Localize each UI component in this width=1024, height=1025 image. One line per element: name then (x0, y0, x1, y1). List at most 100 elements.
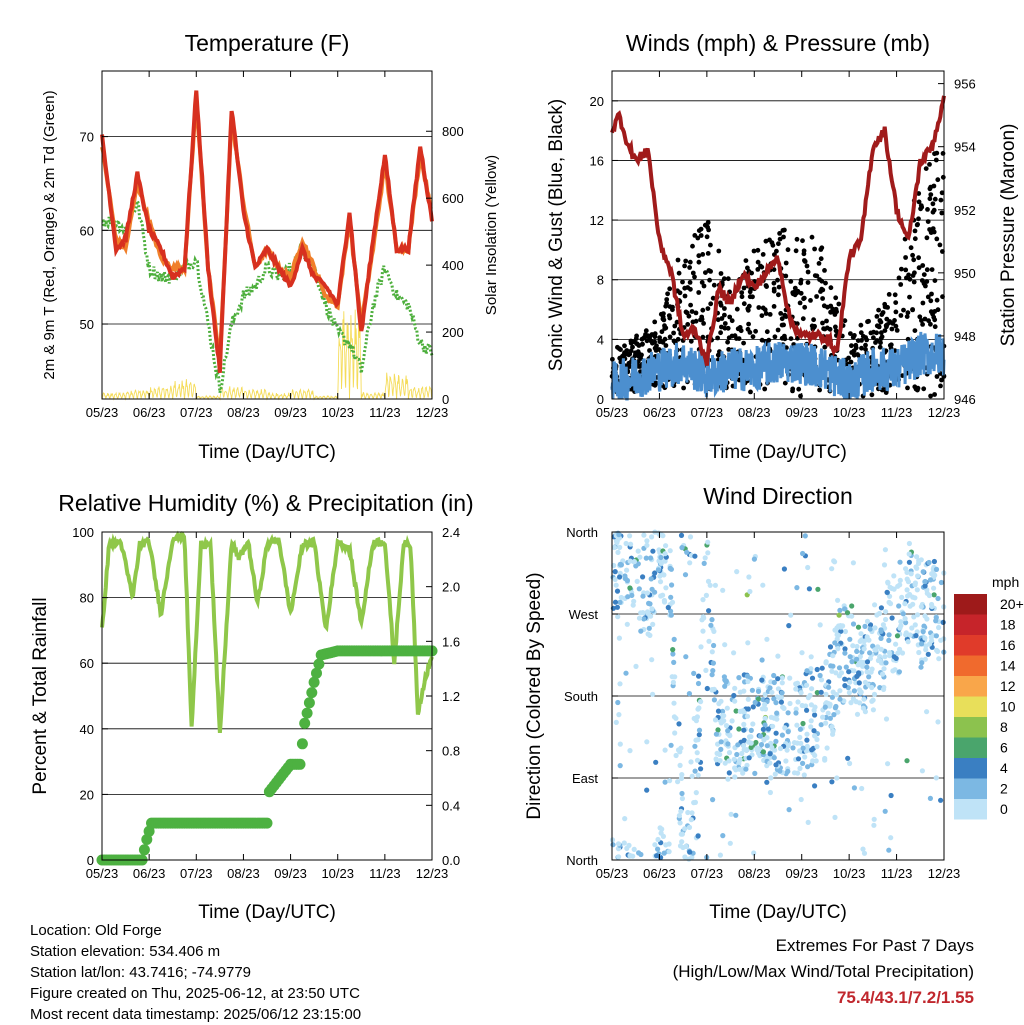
direction-point (805, 564, 811, 571)
gust-point (932, 392, 937, 397)
direction-point (655, 846, 661, 852)
gust-point (797, 300, 803, 306)
gust-point (696, 290, 702, 295)
gust-point (617, 355, 623, 361)
gust-point (675, 336, 681, 342)
direction-point (886, 847, 892, 853)
gust-point (926, 318, 931, 324)
direction-point (612, 599, 619, 605)
humidity-frame (101, 531, 433, 861)
gust-point (928, 298, 934, 304)
direction-point (808, 724, 814, 730)
direction-point (804, 707, 810, 713)
direction-point (834, 775, 840, 781)
direction-point (791, 740, 798, 746)
direction-point (728, 811, 734, 817)
gust-point (672, 323, 678, 329)
direction-point (831, 712, 837, 718)
gust-point (710, 295, 716, 301)
direction-point (869, 698, 875, 704)
gust-point (767, 312, 773, 317)
gust-point (907, 294, 912, 300)
gust-point (804, 263, 810, 269)
humidity-line (100, 530, 434, 734)
legend-label: 18 (1000, 617, 1016, 633)
direction-point (857, 638, 863, 645)
direction-point (823, 659, 829, 665)
direction-point (926, 592, 933, 599)
x-tick-label: 06/23 (133, 866, 166, 881)
gust-point (905, 336, 911, 342)
direction-point (767, 789, 774, 796)
direction-point (655, 836, 661, 843)
direction-point (904, 587, 910, 593)
direction-point (691, 670, 697, 677)
gust-point (863, 346, 868, 352)
direction-point (881, 562, 888, 568)
direction-point (784, 747, 790, 753)
direction-point (775, 686, 782, 692)
direction-point (679, 839, 685, 845)
direction-point (832, 559, 838, 565)
direction-point (864, 669, 870, 675)
direction-point (679, 545, 685, 551)
direction-point (715, 708, 722, 714)
direction-point (898, 619, 904, 625)
direction-point (731, 756, 737, 762)
direction-point (786, 623, 792, 629)
direction-point (731, 692, 737, 699)
gust-point (632, 353, 638, 359)
gust-point (696, 253, 702, 259)
x-tick-label: 05/23 (86, 866, 119, 881)
direction-point (670, 647, 676, 653)
direction-point (764, 735, 770, 741)
gust-point (911, 279, 917, 285)
direction-point (698, 644, 704, 650)
direction-point (615, 699, 621, 706)
gust-point (884, 316, 890, 322)
gust-point (800, 316, 806, 322)
direction-point (773, 762, 779, 768)
direction-point (723, 723, 730, 729)
latlon-text: Station lat/lon: 43.7416; -74.9779 (30, 964, 252, 981)
humidity-panel: Relative Humidity (%) & Precipitation (i… (30, 490, 474, 923)
direction-point (906, 540, 913, 547)
gust-point (693, 310, 699, 316)
gust-point (690, 319, 696, 325)
direction-point (739, 750, 745, 757)
direction-point (626, 842, 632, 849)
gust-point (708, 269, 713, 274)
gust-point (874, 338, 880, 343)
direction-point (653, 759, 659, 765)
direction-point (675, 747, 682, 753)
direction-point (862, 709, 869, 715)
direction-point (787, 700, 793, 707)
gust-point (894, 328, 900, 333)
direction-point (740, 708, 746, 714)
direction-point (812, 704, 818, 710)
direction-point (938, 579, 945, 586)
gust-point (937, 242, 943, 248)
direction-point (774, 710, 780, 716)
direction-point (627, 585, 633, 591)
direction-point (694, 750, 700, 756)
direction-point (883, 660, 889, 666)
direction-point (688, 817, 694, 823)
direction-point (715, 727, 721, 733)
direction-point (815, 586, 821, 592)
gust-point (912, 228, 918, 234)
direction-point (805, 764, 811, 770)
direction-point (891, 573, 897, 579)
gust-point (756, 305, 762, 310)
direction-point (722, 760, 728, 766)
x-tick-label: 06/23 (643, 866, 676, 881)
gust-point (898, 313, 904, 318)
x-tick-label: 12/23 (416, 405, 449, 420)
direction-point (679, 831, 686, 837)
direction-point (718, 746, 724, 753)
direction-point (794, 585, 800, 591)
gust-point (741, 301, 747, 307)
direction-point (779, 680, 785, 686)
direction-point (771, 755, 777, 761)
